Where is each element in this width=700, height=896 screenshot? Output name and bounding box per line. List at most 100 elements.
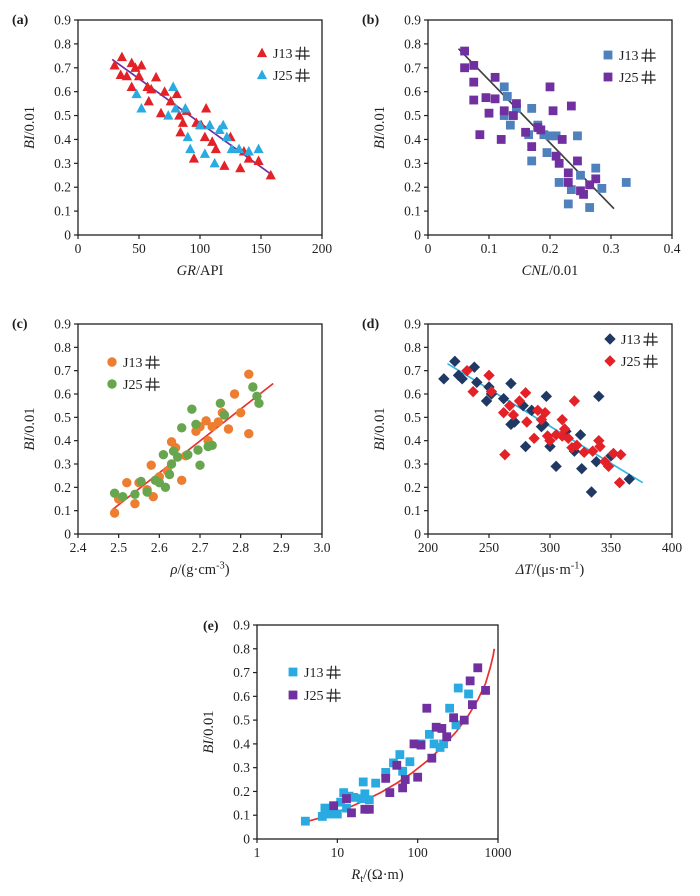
y-axis-label: BI/0.01 — [22, 407, 38, 450]
data-point — [136, 59, 147, 70]
data-point — [573, 131, 582, 141]
data-point — [392, 760, 402, 770]
data-point — [210, 143, 221, 154]
cjk-well-glyph — [326, 665, 342, 680]
data-point — [545, 131, 555, 141]
data-point — [464, 689, 473, 699]
data-point — [130, 489, 140, 500]
data-point — [623, 473, 635, 485]
y-tick-label: 0.1 — [54, 503, 71, 518]
data-point — [358, 777, 368, 787]
data-point — [554, 158, 564, 168]
data-point — [502, 92, 512, 101]
data-point — [131, 88, 142, 99]
y-tick-label: 0 — [64, 228, 71, 243]
data-point — [521, 127, 530, 137]
series-J25 — [460, 46, 601, 199]
data-point — [527, 142, 537, 152]
x-axis-label: Rt/(Ω·m) — [350, 867, 403, 885]
data-point — [342, 794, 351, 803]
series-J25 — [109, 382, 264, 502]
data-point — [449, 713, 458, 723]
data-point — [160, 482, 171, 493]
data-point — [136, 476, 146, 487]
data-point — [413, 772, 423, 782]
data-point — [604, 333, 616, 345]
data-point — [398, 783, 408, 793]
y-tick-label: 0.8 — [54, 340, 71, 355]
data-point — [551, 131, 561, 141]
y-tick-label: 0.7 — [404, 60, 421, 75]
data-point — [508, 416, 521, 428]
y-tick-label: 0.1 — [404, 204, 421, 219]
data-point — [563, 199, 573, 209]
data-point — [469, 77, 479, 87]
series-J13 — [109, 51, 276, 180]
data-point — [544, 434, 556, 447]
data-point — [512, 103, 521, 113]
legend-label: J25 — [621, 355, 640, 370]
x-tick-label: 400 — [662, 540, 683, 555]
data-point — [585, 203, 595, 212]
x-tick-label: 100 — [408, 845, 429, 860]
data-point — [219, 160, 230, 170]
data-point — [164, 469, 175, 480]
data-point — [499, 82, 509, 92]
data-point — [109, 59, 120, 70]
data-point — [607, 447, 620, 460]
legend-label: J13 — [273, 47, 292, 62]
data-point — [244, 369, 254, 379]
data-point — [499, 106, 509, 116]
x-tick-label: 0.3 — [603, 241, 620, 256]
data-point — [183, 449, 193, 460]
panel-b: 0 0.1 0.2 0.3 0.4 0 0.1 0.2 0.3 0.4 0.5 0.6 0.7 0.8 0.… — [350, 0, 700, 292]
data-point — [371, 778, 381, 788]
data-point — [209, 157, 220, 168]
y-axis-label: BI/0.01 — [22, 106, 38, 149]
data-point — [168, 81, 179, 91]
data-point — [201, 102, 212, 113]
x-tick-label: 3.0 — [314, 540, 331, 555]
data-point — [172, 452, 183, 462]
data-point — [193, 445, 203, 455]
data-point — [445, 703, 455, 713]
data-point — [571, 439, 583, 452]
y-tick-label: 0 — [243, 832, 250, 847]
y-tick-label: 0.3 — [404, 457, 421, 472]
data-point — [256, 47, 268, 58]
x-axis-label: GR/API — [177, 263, 224, 279]
data-point — [460, 63, 469, 73]
cjk-well-glyph — [643, 354, 659, 369]
panel-letter: (e) — [203, 619, 219, 634]
data-point — [332, 809, 342, 819]
data-point — [585, 180, 595, 190]
data-point — [207, 440, 217, 451]
x-tick-label: 0 — [425, 241, 432, 256]
y-tick-label: 0.2 — [54, 180, 71, 195]
x-tick-label: 200 — [312, 241, 333, 256]
chart-d: 200 250 300 350 400 0 0.1 0.2 0.3 0.4 0.5 0.6 0.7 0.8… — [362, 317, 683, 579]
y-axis-label: BI/0.01 — [201, 710, 217, 753]
data-point — [288, 690, 298, 700]
plot-frame — [256, 624, 499, 840]
data-point — [409, 739, 419, 749]
legend-label: J13 — [123, 356, 142, 371]
y-tick-label: 0.6 — [54, 387, 71, 402]
data-point — [194, 119, 206, 130]
data-point — [541, 430, 554, 442]
panel-letter: (c) — [12, 317, 28, 332]
data-point — [142, 487, 152, 497]
x-axis: 0 50 100 150 200 — [75, 235, 333, 256]
data-point — [554, 178, 564, 187]
data-point — [460, 46, 469, 56]
data-point — [219, 410, 230, 420]
y-axis: 0 0.1 0.2 0.3 0.4 0.5 0.6 0.7 0.8 0.9 — [404, 13, 428, 243]
data-point — [107, 379, 117, 389]
data-point — [438, 373, 450, 385]
data-point — [484, 108, 494, 118]
data-point — [442, 732, 452, 742]
data-point — [146, 460, 156, 470]
y-tick-label: 0.4 — [233, 736, 250, 751]
legend-label: J13 — [304, 666, 323, 681]
